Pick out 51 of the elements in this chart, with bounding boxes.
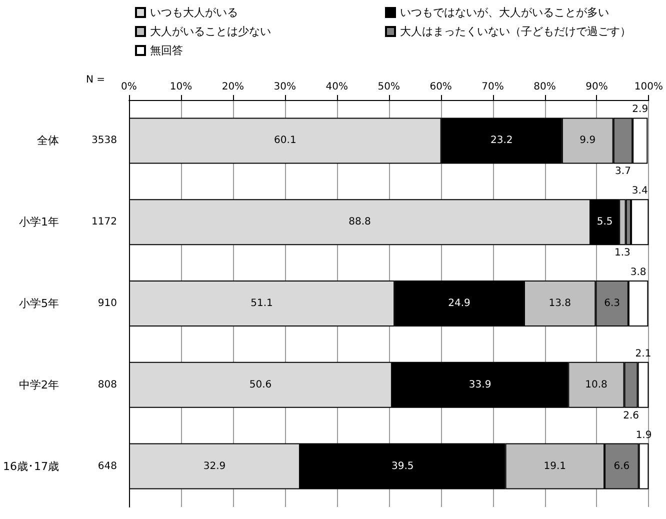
data-label: 1.3 <box>614 248 630 259</box>
y-tick-label: 全体 <box>36 134 59 148</box>
data-label: 2.9 <box>632 104 648 116</box>
y-tick-label: 小学5年 <box>18 297 59 310</box>
data-label: 23.2 <box>490 135 513 146</box>
legend-label: 無回答 <box>150 44 183 57</box>
data-label: 24.9 <box>448 298 470 309</box>
data-label: 2.6 <box>623 410 639 422</box>
x-tick-label: 70% <box>482 82 504 92</box>
data-label: 5.5 <box>596 216 613 228</box>
text: 1172 <box>92 216 117 228</box>
legend-label: 大人がいることは少ない <box>150 25 271 38</box>
data-label: 2.1 <box>635 348 652 360</box>
data-label: 13.8 <box>548 298 571 309</box>
x-tick-label: 50% <box>378 82 400 92</box>
legend-label: 大人はまったくいない（子どもだけで過ごす） <box>400 25 631 38</box>
data-label: 6.6 <box>614 460 630 472</box>
data-label: 88.8 <box>348 216 371 228</box>
data-label: 6.3 <box>604 298 620 309</box>
x-tick-label: 20% <box>222 82 244 92</box>
data-label: 10.8 <box>585 379 608 390</box>
data-label: 51.1 <box>250 298 273 309</box>
text: 648 <box>98 460 117 472</box>
y-tick-label: 中学2年 <box>18 378 59 392</box>
data-label: 3.4 <box>632 186 648 197</box>
y-tick-label: 小学1年 <box>18 216 59 229</box>
legend-label: いつも大人がいる <box>150 6 238 19</box>
text: N = <box>86 74 106 86</box>
x-tick-label: 10% <box>170 82 192 92</box>
data-label: 3.8 <box>630 267 646 278</box>
data-label: 33.9 <box>468 379 492 390</box>
y-tick-label: 16歳･17歳 <box>2 460 59 473</box>
data-label: 50.6 <box>249 379 272 390</box>
x-tick-label: 60% <box>430 82 452 92</box>
x-tick-label: 80% <box>534 82 556 92</box>
x-tick-label: 40% <box>326 82 348 92</box>
text: 3538 <box>92 135 117 146</box>
x-tick-label: 100% <box>634 82 664 92</box>
data-label: 9.9 <box>580 135 596 146</box>
legend-label: いつもではないが、大人がいることが多い <box>400 6 609 19</box>
x-tick-label: 0% <box>121 82 137 92</box>
x-tick-label: 30% <box>274 82 296 92</box>
text: 808 <box>98 379 117 390</box>
data-label: 32.9 <box>203 460 226 472</box>
data-label: 39.5 <box>391 460 414 472</box>
data-label: 1.9 <box>636 430 652 441</box>
data-label: 19.1 <box>544 460 566 472</box>
data-label: 60.1 <box>274 135 296 146</box>
text: 910 <box>98 298 117 309</box>
data-label: 3.7 <box>615 166 631 178</box>
x-tick-label: 90% <box>586 82 608 92</box>
